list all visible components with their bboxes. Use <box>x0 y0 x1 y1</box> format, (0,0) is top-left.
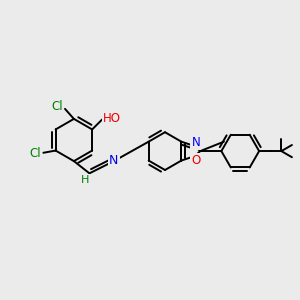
Text: H: H <box>81 175 90 185</box>
Text: HO: HO <box>103 112 121 125</box>
Text: O: O <box>191 154 200 166</box>
Text: Cl: Cl <box>51 100 63 113</box>
Text: N: N <box>109 154 119 166</box>
Text: N: N <box>191 136 200 149</box>
Text: Cl: Cl <box>29 147 41 160</box>
